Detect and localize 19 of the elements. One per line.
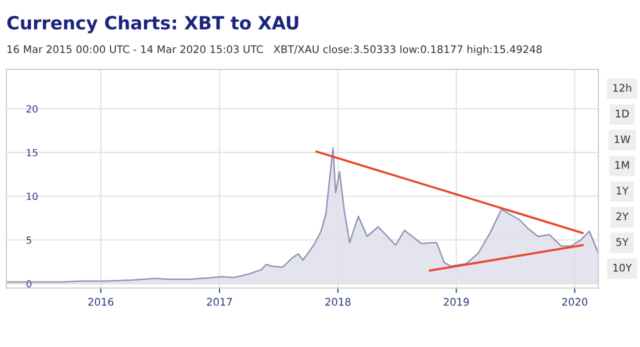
- x-tick-label: 2018: [325, 298, 350, 306]
- text: 1M: [615, 161, 629, 169]
- x-tick-label: 2017: [207, 298, 232, 306]
- x-tick-label: 2019: [444, 298, 469, 306]
- y-tick-label: 20: [26, 105, 38, 113]
- chart-title: Currency Charts: XBT to XAU: [7, 16, 298, 34]
- x-tick-label: 2020: [562, 298, 588, 306]
- text: 1D: [616, 110, 629, 118]
- y-tick-label: 15: [26, 149, 38, 156]
- text: 2Y: [616, 212, 629, 220]
- y-tick-label: 5: [26, 236, 32, 244]
- text: 10Y: [613, 264, 632, 272]
- text: 1Y: [616, 186, 629, 194]
- y-tick-label: 10: [26, 192, 38, 200]
- text: 1W: [614, 135, 630, 144]
- text: 5Y: [616, 238, 629, 246]
- chart-subtitle: 16 Mar 2015 00:00 UTC - 14 Mar 2020 15:03 UTC XBT/XAU close:3.50333 low:0.18177 high:15.49248: [8, 45, 542, 56]
- text: 12h: [613, 84, 632, 92]
- x-tick-label: 2016: [88, 298, 114, 306]
